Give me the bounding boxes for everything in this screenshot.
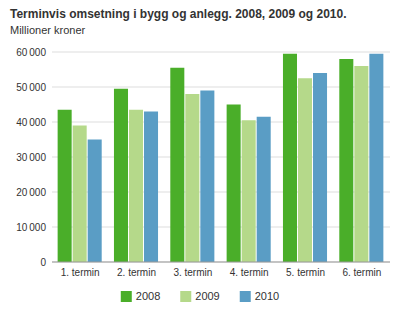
x-tick-label: 5. termin [286, 267, 325, 278]
bar-series [88, 54, 384, 262]
y-tick-label: 20 000 [16, 187, 46, 198]
bar [339, 59, 353, 262]
x-tick-label: 3. termin [173, 267, 212, 278]
bar [298, 78, 312, 262]
bar [369, 54, 383, 262]
bar [242, 120, 256, 262]
x-tick-label: 4. termin [230, 267, 269, 278]
bar [185, 94, 199, 262]
bar [283, 54, 297, 262]
bar [354, 66, 368, 262]
x-axis: 1. termin 2. termin 3. termin 4. termin 5. t… [52, 262, 390, 278]
y-tick-label: 60 000 [16, 47, 46, 58]
legend-item: 2009 [180, 290, 219, 302]
legend-swatch [121, 291, 132, 302]
bar [58, 110, 72, 262]
bar [129, 110, 143, 262]
y-tick-label: 50 000 [16, 82, 46, 93]
bar [257, 117, 271, 262]
bar-series [73, 66, 369, 262]
legend-item: 2008 [121, 290, 160, 302]
legend-item: 2010 [240, 290, 279, 302]
bar [170, 68, 184, 262]
bar [144, 112, 158, 263]
x-tick-label: 1. termin [61, 267, 100, 278]
legend-swatch [180, 291, 191, 302]
grid-line [52, 262, 390, 263]
grid-line [52, 52, 390, 53]
bar [313, 73, 327, 262]
y-tick-label: 0 [40, 257, 46, 268]
y-tick-label: 30 000 [16, 152, 46, 163]
bar [88, 140, 102, 263]
legend-label: 2008 [136, 290, 160, 302]
subtitle: Millioner kroner [10, 24, 86, 36]
bar [114, 89, 128, 262]
bar [227, 105, 241, 263]
bar [200, 91, 214, 263]
legend: 2008 2009 2010 [121, 290, 279, 302]
legend-label: 2009 [195, 290, 219, 302]
x-axis-line [52, 262, 390, 263]
y-axis: 0 10 000 20 000 30 000 40 000 50 000 60 000 [16, 47, 46, 268]
x-tick-label: 6. termin [342, 267, 381, 278]
bar [73, 126, 87, 263]
chart-container: Terminvis omsetning i bygg og anlegg. 20… [0, 0, 400, 320]
y-tick-label: 10 000 [16, 222, 46, 233]
y-tick-label: 40 000 [16, 117, 46, 128]
bars [58, 54, 384, 262]
chart-svg: Terminvis omsetning i bygg og anlegg. 20… [0, 0, 400, 320]
title: Terminvis omsetning i bygg og anlegg. 20… [10, 7, 347, 21]
legend-swatch [240, 291, 251, 302]
legend-label: 2010 [255, 290, 279, 302]
grid [52, 52, 390, 262]
x-tick-label: 2. termin [117, 267, 156, 278]
bar-series [58, 54, 354, 262]
